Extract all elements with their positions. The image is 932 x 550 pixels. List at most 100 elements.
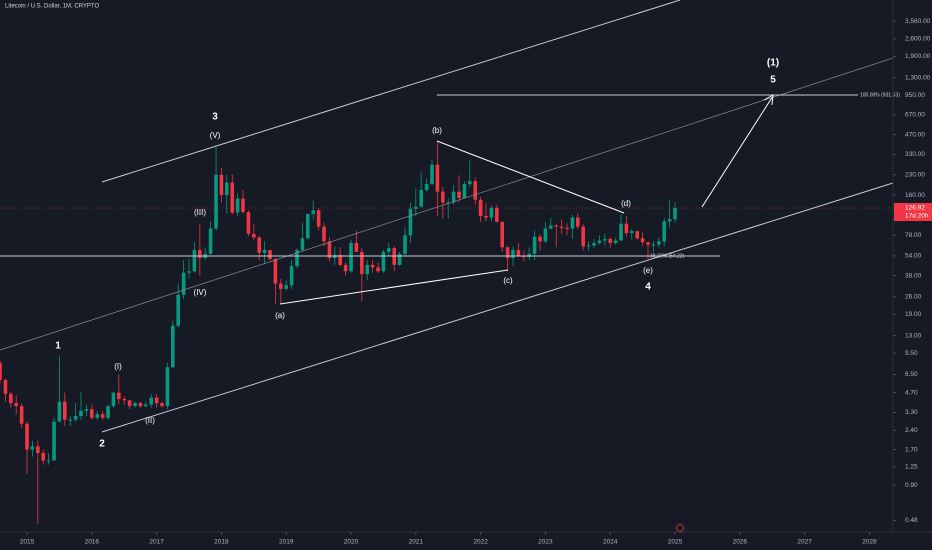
candle-body <box>527 253 532 257</box>
candle-body <box>262 249 267 253</box>
candle-body <box>219 174 224 196</box>
wave-label: (c) <box>503 276 513 285</box>
candle-body <box>289 266 294 286</box>
y-tick-label: 3.30 <box>905 409 918 416</box>
candle-body <box>338 254 342 265</box>
candle-body <box>176 294 180 326</box>
candle-body <box>133 403 137 407</box>
candle-body <box>198 249 202 258</box>
candle-body <box>635 231 640 239</box>
candle-body <box>354 242 359 252</box>
candle-body <box>9 393 13 404</box>
channel-upper <box>101 0 681 183</box>
candle-body <box>235 198 240 213</box>
wave-label: (III) <box>194 208 206 217</box>
y-tick-label: 9.50 <box>905 350 918 357</box>
fib-label: 38.20% (54.22) <box>650 253 685 259</box>
candle-body <box>41 453 46 461</box>
candle-body <box>117 392 121 399</box>
y-tick-label: 950.00 <box>905 92 925 99</box>
candle-body <box>0 362 2 380</box>
y-tick-label: 670.00 <box>905 112 925 119</box>
x-tick-label: 2023 <box>538 539 553 546</box>
candle-body <box>252 233 256 238</box>
candle-body <box>343 264 348 272</box>
x-tick-label: 2018 <box>214 539 229 546</box>
candle-body <box>565 227 569 229</box>
candle-body <box>230 182 235 213</box>
candle-body <box>365 264 370 275</box>
candle-body <box>667 219 672 222</box>
candle-body <box>311 210 316 215</box>
candle-body <box>95 414 99 418</box>
y-tick-label: 54.00 <box>905 253 922 260</box>
channel-middle <box>0 57 894 351</box>
candle-body <box>646 242 650 245</box>
candle-body <box>25 423 29 450</box>
candle-body <box>122 398 127 401</box>
candle-body <box>473 181 478 200</box>
candle-body <box>84 409 89 411</box>
candle-body <box>73 415 78 420</box>
y-tick-label: 4.70 <box>905 389 918 396</box>
candle-body <box>36 446 40 454</box>
candle-body <box>430 164 434 184</box>
candle-body <box>441 191 445 203</box>
x-tick-label: 2026 <box>733 539 748 546</box>
wave-label: (II) <box>145 416 155 425</box>
candle-body <box>597 240 602 243</box>
candle-body <box>408 208 413 236</box>
event-icon[interactable] <box>676 524 684 532</box>
y-tick-label: 1,300.00 <box>905 74 931 81</box>
candle-body <box>241 198 245 213</box>
wave-label: (e) <box>643 266 653 275</box>
y-tick-label: 1.70 <box>905 446 918 453</box>
drawings <box>0 0 894 433</box>
candle-body <box>457 191 461 198</box>
x-tick-label: 2015 <box>20 539 35 546</box>
wave-label: (b) <box>432 126 442 135</box>
candle-body <box>376 267 380 272</box>
candle-body <box>46 460 51 462</box>
candle-body <box>127 400 132 407</box>
candle-body <box>619 223 623 241</box>
wave-label: 3 <box>212 112 218 123</box>
candle-body <box>505 247 510 258</box>
candle-body <box>532 236 537 254</box>
candle-body <box>79 410 83 416</box>
candle-body <box>360 251 364 275</box>
candle-body <box>613 240 618 243</box>
last-price-label: 126.92 <box>905 205 925 212</box>
candle-body <box>608 238 613 243</box>
wave-label: (1) <box>767 58 779 69</box>
x-tick-label: 2025 <box>668 539 683 546</box>
candle-body <box>403 235 407 254</box>
arrow-head <box>763 94 774 106</box>
triangle-lower <box>279 269 509 305</box>
wave-label: 5 <box>770 75 776 86</box>
wave-label: (IV) <box>194 288 207 297</box>
candle-body <box>111 392 116 407</box>
candle-body <box>106 406 110 418</box>
candle-body <box>30 446 35 450</box>
candle-body <box>581 226 585 247</box>
projection-arrow <box>701 95 774 208</box>
candle-body <box>651 244 656 246</box>
y-tick-label: 470.00 <box>905 131 925 138</box>
candle-body <box>516 249 521 256</box>
wave-label: (V) <box>210 131 221 140</box>
candle-body <box>68 419 73 421</box>
candle-body <box>370 264 375 268</box>
y-tick-label: 26.00 <box>905 294 922 301</box>
candle-body <box>662 221 666 242</box>
y-tick-label: 0.90 <box>905 482 918 489</box>
candle-body <box>295 249 299 267</box>
candle-body <box>484 216 488 218</box>
chart-title: Litecoin / U.S. Dollar, 1M, CRYPTO <box>5 4 99 10</box>
candle-body <box>214 174 218 229</box>
candle-body <box>500 221 504 248</box>
y-tick-label: 2.40 <box>905 427 918 434</box>
x-tick-label: 2022 <box>473 539 488 546</box>
y-tick-label: 13.00 <box>905 332 922 339</box>
last-price-box <box>894 203 932 222</box>
